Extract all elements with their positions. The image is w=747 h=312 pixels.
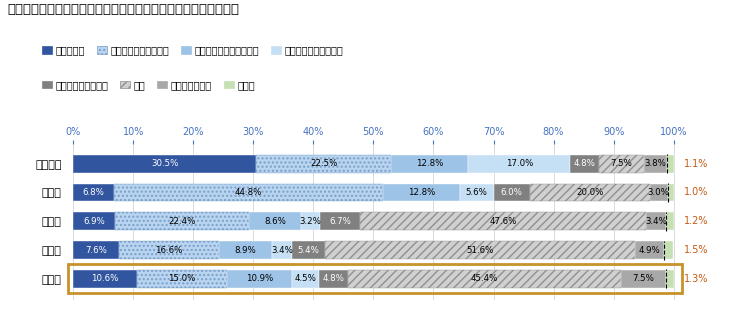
Bar bbox=[292, 270, 320, 288]
Text: 4.5%: 4.5% bbox=[295, 274, 317, 283]
Bar bbox=[73, 270, 137, 288]
Text: 5.4%: 5.4% bbox=[297, 246, 320, 255]
Text: 《未内々定者限定》現在就職活動で最も注力して行っていること: 《未内々定者限定》現在就職活動で最も注力して行っていること bbox=[7, 3, 240, 16]
Bar bbox=[320, 270, 348, 288]
Bar bbox=[621, 270, 666, 288]
Text: 16.6%: 16.6% bbox=[155, 246, 182, 255]
Bar bbox=[348, 270, 621, 288]
Text: 44.8%: 44.8% bbox=[235, 188, 262, 197]
Text: 6.9%: 6.9% bbox=[83, 217, 105, 226]
Text: 17.0%: 17.0% bbox=[506, 159, 533, 168]
Text: 6.0%: 6.0% bbox=[500, 188, 522, 197]
Bar bbox=[73, 155, 256, 173]
Text: 4.8%: 4.8% bbox=[323, 274, 345, 283]
Text: 51.6%: 51.6% bbox=[466, 246, 493, 255]
Bar bbox=[360, 212, 646, 230]
Bar bbox=[391, 155, 468, 173]
Text: 6.8%: 6.8% bbox=[83, 188, 105, 197]
Text: 12.8%: 12.8% bbox=[416, 159, 444, 168]
Bar bbox=[219, 241, 272, 259]
Bar bbox=[644, 155, 667, 173]
Text: 12.8%: 12.8% bbox=[408, 188, 436, 197]
Bar bbox=[292, 241, 325, 259]
Bar bbox=[494, 183, 530, 201]
Text: 45.4%: 45.4% bbox=[471, 274, 498, 283]
Bar bbox=[320, 212, 360, 230]
Text: 20.0%: 20.0% bbox=[576, 188, 604, 197]
Text: 3.0%: 3.0% bbox=[648, 188, 669, 197]
Legend: エントリー, エントリーシート提出, 個別企業セミナーに参加, 合同企業説明会に参加: エントリー, エントリーシート提出, 個別企業セミナーに参加, 合同企業説明会に… bbox=[43, 46, 343, 56]
Text: 4.9%: 4.9% bbox=[639, 246, 660, 255]
Bar bbox=[646, 212, 666, 230]
Bar bbox=[664, 241, 673, 259]
Bar bbox=[666, 212, 674, 230]
Bar bbox=[650, 183, 668, 201]
Bar bbox=[114, 183, 383, 201]
Text: 1.0%: 1.0% bbox=[684, 188, 709, 197]
Text: 10.9%: 10.9% bbox=[246, 274, 273, 283]
Bar bbox=[635, 241, 664, 259]
Text: 3.2%: 3.2% bbox=[300, 217, 321, 226]
Text: 5.6%: 5.6% bbox=[466, 188, 488, 197]
Legend: 筆記試験、適性検査, 面接, 何もしていない, その他: 筆記試験、適性検査, 面接, 何もしていない, その他 bbox=[43, 80, 255, 90]
Bar bbox=[73, 241, 119, 259]
Text: 3.8%: 3.8% bbox=[645, 159, 666, 168]
Text: 22.5%: 22.5% bbox=[310, 159, 338, 168]
Bar bbox=[530, 183, 650, 201]
Bar bbox=[325, 241, 635, 259]
Bar bbox=[114, 212, 249, 230]
Text: 22.4%: 22.4% bbox=[168, 217, 196, 226]
Bar bbox=[667, 155, 674, 173]
Bar bbox=[73, 212, 114, 230]
Bar bbox=[571, 155, 599, 173]
Bar bbox=[137, 270, 227, 288]
Bar bbox=[256, 155, 391, 173]
Text: 6.7%: 6.7% bbox=[329, 217, 351, 226]
Text: 7.6%: 7.6% bbox=[85, 246, 107, 255]
Text: 4.8%: 4.8% bbox=[574, 159, 595, 168]
Text: 1.3%: 1.3% bbox=[684, 274, 709, 284]
Text: 3.4%: 3.4% bbox=[271, 246, 293, 255]
Bar bbox=[227, 270, 292, 288]
Bar bbox=[119, 241, 219, 259]
Text: 15.0%: 15.0% bbox=[168, 274, 196, 283]
Text: 8.6%: 8.6% bbox=[264, 217, 286, 226]
Bar bbox=[249, 212, 301, 230]
Text: 3.4%: 3.4% bbox=[645, 217, 667, 226]
Bar bbox=[468, 155, 571, 173]
Bar bbox=[73, 183, 114, 201]
Text: 47.6%: 47.6% bbox=[489, 217, 517, 226]
Bar bbox=[301, 212, 320, 230]
Text: 8.9%: 8.9% bbox=[235, 246, 256, 255]
Text: 1.1%: 1.1% bbox=[684, 159, 709, 169]
Text: 1.5%: 1.5% bbox=[684, 245, 709, 255]
Bar bbox=[666, 270, 674, 288]
Bar bbox=[599, 155, 644, 173]
Bar bbox=[272, 241, 292, 259]
Text: 1.2%: 1.2% bbox=[684, 216, 709, 226]
Bar bbox=[460, 183, 494, 201]
Text: 30.5%: 30.5% bbox=[151, 159, 179, 168]
Text: 7.5%: 7.5% bbox=[633, 274, 654, 283]
Bar bbox=[383, 183, 460, 201]
Text: 7.5%: 7.5% bbox=[611, 159, 633, 168]
Text: 10.6%: 10.6% bbox=[91, 274, 119, 283]
Bar bbox=[668, 183, 674, 201]
